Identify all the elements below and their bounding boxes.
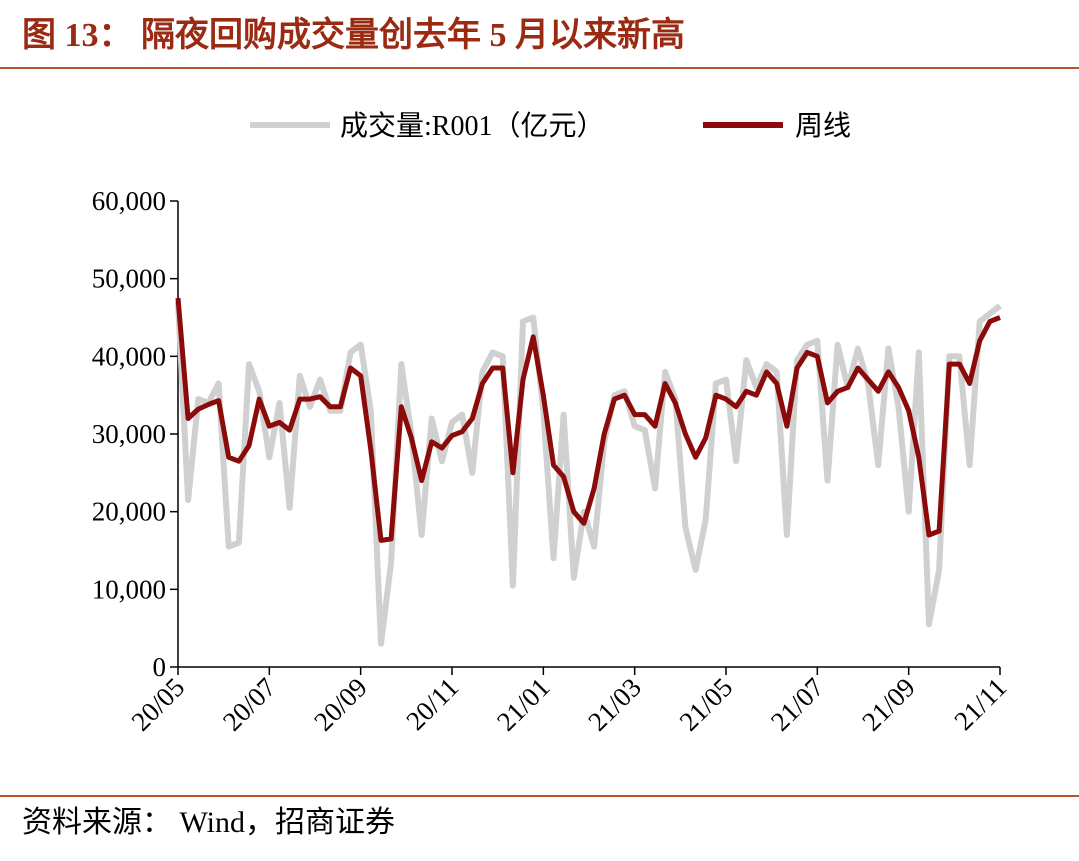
y-tick-label: 10,000 <box>92 574 166 604</box>
y-tick-label: 40,000 <box>92 341 166 371</box>
y-tick-label: 50,000 <box>92 264 166 294</box>
x-tick-label: 21/05 <box>674 672 739 737</box>
x-tick-label: 21/07 <box>765 672 830 737</box>
y-tick-label: 30,000 <box>92 419 166 449</box>
series-line <box>175 301 1002 647</box>
x-tick-label: 21/11 <box>948 672 1012 736</box>
x-tick-label: 21/09 <box>856 672 921 737</box>
y-tick-label: 0 <box>153 652 167 682</box>
x-tick-label: 20/09 <box>308 672 373 737</box>
source-note: 资料来源： Wind，招商证券 <box>22 806 395 839</box>
y-tick-label: 20,000 <box>92 497 166 527</box>
x-tick-label: 21/03 <box>582 672 647 737</box>
x-tick-label: 20/11 <box>400 672 464 736</box>
x-tick-label: 20/07 <box>217 672 282 737</box>
x-tick-label: 21/01 <box>491 672 556 737</box>
legend-label: 周线 <box>795 110 851 142</box>
chart-title: 图 13： 隔夜回购成交量创去年 5 月以来新高 <box>22 15 685 54</box>
y-tick-label: 60,000 <box>92 186 166 216</box>
legend-label: 成交量:R001（亿元） <box>340 110 604 142</box>
series-line <box>175 297 1001 543</box>
